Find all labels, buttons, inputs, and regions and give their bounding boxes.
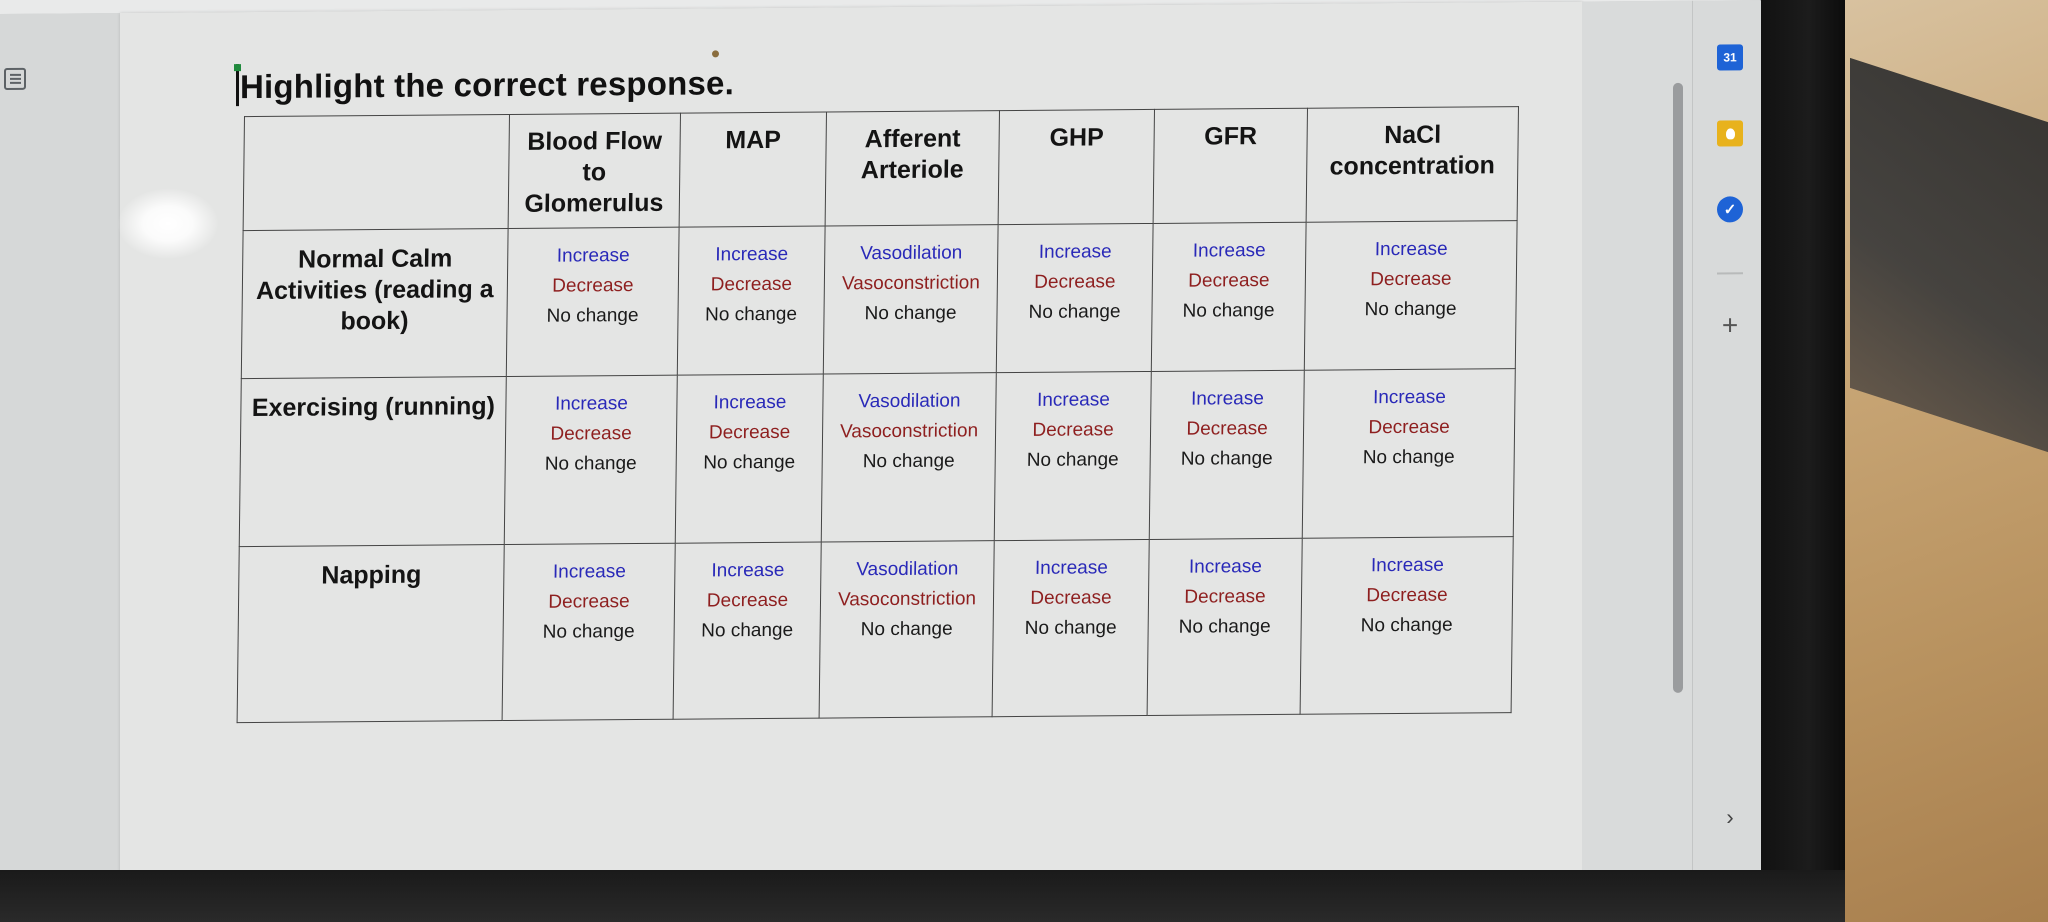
- option-vasodilation[interactable]: Vasodilation: [858, 390, 961, 413]
- vertical-scrollbar[interactable]: [1673, 82, 1683, 693]
- tasks-icon[interactable]: [1717, 196, 1743, 223]
- option-increase[interactable]: Increase: [1192, 240, 1266, 262]
- keep-icon[interactable]: [1717, 120, 1743, 147]
- answer-cell: Increase Decrease No change: [992, 539, 1150, 717]
- row-label: Napping: [237, 544, 505, 723]
- chevron-right-icon[interactable]: ›: [1726, 804, 1734, 830]
- table-row: Normal Calm Activities (reading a book) …: [241, 220, 1518, 379]
- option-increase[interactable]: Increase: [1038, 241, 1112, 263]
- answer-cell: Increase Decrease No change: [1151, 222, 1307, 372]
- answer-cell: Increase Decrease No change: [502, 543, 676, 721]
- screen-speck: [712, 50, 719, 58]
- answer-cell: Increase Decrease No change: [673, 542, 822, 720]
- row-label: Exercising (running): [239, 376, 507, 547]
- header-afferent-arteriole: Afferent Arteriole: [825, 110, 1000, 227]
- answer-cell: Increase Decrease No change: [677, 226, 826, 376]
- option-vasodilation[interactable]: Vasodilation: [860, 242, 963, 265]
- header-empty-cell: [243, 114, 510, 231]
- answer-cell: Increase Decrease No change: [504, 375, 678, 545]
- laptop-bezel-right: [1755, 0, 1845, 922]
- option-increase[interactable]: Increase: [1374, 238, 1448, 261]
- answer-cell: Increase Decrease No change: [996, 223, 1154, 373]
- option-increase[interactable]: Increase: [552, 561, 626, 583]
- answer-cell: Increase Decrease No change: [1304, 220, 1518, 371]
- answer-cell: Increase Decrease No change: [506, 227, 680, 377]
- table-row: Napping Increase Decrease No change Increa…: [237, 536, 1514, 723]
- header-gfr: GFR: [1153, 108, 1308, 224]
- option-increase[interactable]: Increase: [1190, 388, 1265, 410]
- header-nacl: NaCl concentration: [1306, 106, 1519, 223]
- option-increase[interactable]: Increase: [715, 243, 789, 266]
- option-increase[interactable]: Increase: [1034, 557, 1108, 579]
- row-label: Normal Calm Activities (reading a book): [241, 228, 509, 379]
- answer-cell: Increase Decrease No change: [675, 374, 824, 544]
- screen: 31 + › Highlight the correct response. B…: [0, 0, 1760, 900]
- side-panel-divider: [1717, 272, 1743, 275]
- option-increase[interactable]: Increase: [1372, 386, 1447, 409]
- header-map: MAP: [679, 112, 827, 228]
- option-vasodilation[interactable]: Vasodilation: [856, 558, 959, 581]
- option-increase[interactable]: Increase: [713, 391, 787, 414]
- answer-cell: Increase Decrease No change: [994, 371, 1152, 541]
- desk-shadow: [1850, 57, 2048, 453]
- answer-cell: Vasodilation Vasoconstriction No change: [823, 224, 999, 375]
- response-table: Blood Flow to Glomerulus MAP Afferent Ar…: [237, 106, 1519, 723]
- option-increase[interactable]: Increase: [554, 393, 629, 415]
- plus-icon[interactable]: +: [1721, 309, 1739, 341]
- side-panel: 31 + ›: [1692, 0, 1761, 887]
- answer-cell: Vasodilation Vasoconstriction No change: [821, 372, 997, 543]
- left-gutter: [0, 13, 120, 901]
- answer-cell: Increase Decrease No change: [1149, 370, 1305, 540]
- calendar-icon[interactable]: 31: [1717, 44, 1743, 71]
- header-ghp: GHP: [998, 109, 1155, 225]
- header-blood-flow: Blood Flow to Glomerulus: [508, 113, 681, 229]
- option-increase[interactable]: Increase: [556, 245, 630, 267]
- option-increase[interactable]: Increase: [1370, 554, 1444, 577]
- answer-cell: Increase Decrease No change: [1147, 538, 1303, 716]
- document-heading: Highlight the correct response.: [240, 64, 734, 106]
- table-header-row: Blood Flow to Glomerulus MAP Afferent Ar…: [243, 106, 1519, 231]
- option-increase[interactable]: Increase: [1036, 389, 1111, 411]
- option-increase[interactable]: Increase: [711, 559, 785, 582]
- answer-cell: Increase Decrease No change: [1302, 368, 1516, 539]
- text-cursor: [236, 64, 239, 107]
- calendar-day: 31: [1723, 50, 1737, 65]
- option-increase[interactable]: Increase: [1188, 556, 1262, 578]
- table-row: Exercising (running) Increase Decrease No …: [239, 368, 1516, 547]
- answer-cell: Vasodilation Vasoconstriction No change: [819, 540, 995, 719]
- answer-cell: Increase Decrease No change: [1300, 536, 1514, 715]
- document-outline-icon[interactable]: [4, 67, 26, 90]
- laptop-bezel-bottom: [0, 870, 1845, 922]
